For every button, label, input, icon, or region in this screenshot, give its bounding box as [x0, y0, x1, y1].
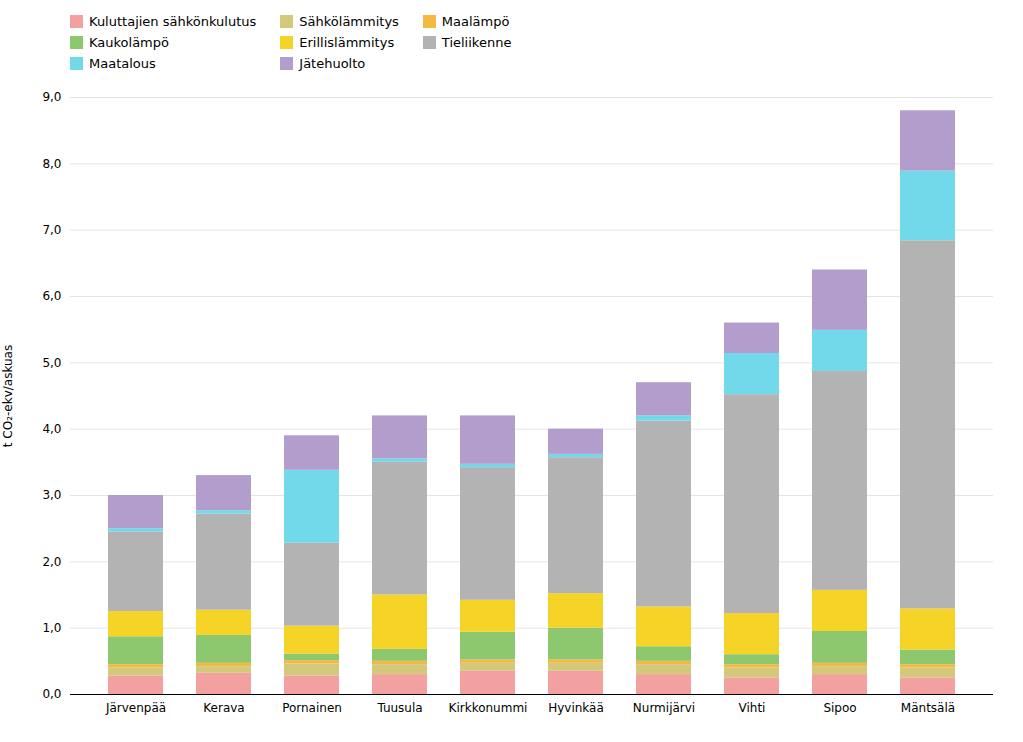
svg-text:1,0: 1,0 [42, 621, 61, 635]
html-text:Sähkölämmitys: Sähkölämmitys [299, 14, 399, 29]
html-text:Kaukolämpö: Kaukolämpö [89, 35, 169, 50]
svg-text:9,0: 9,0 [42, 90, 61, 104]
html-text:Erillislämmitys: Erillislämmitys [299, 35, 395, 50]
svg-text:t CO₂-ekv/askuas: t CO₂-ekv/askuas [1, 345, 15, 447]
svg-text:2,0: 2,0 [42, 555, 61, 569]
html-text:Maalämpö: Maalämpö [441, 14, 510, 29]
svg-text:Kerava: Kerava [203, 701, 244, 715]
svg-text:0,0: 0,0 [42, 687, 61, 701]
html-text:Jätehuolto: Jätehuolto [299, 56, 366, 71]
html-text:Kuluttajien sähkönkulutus: Kuluttajien sähkönkulutus [89, 14, 257, 29]
svg-text:Hyvinkää: Hyvinkää [548, 701, 604, 715]
svg-text:4,0: 4,0 [42, 422, 61, 436]
svg-text:6,0: 6,0 [42, 289, 61, 303]
svg-text:Tuusula: Tuusula [376, 701, 422, 715]
svg-text:Vihti: Vihti [739, 701, 766, 715]
svg-text:Pornainen: Pornainen [282, 701, 342, 715]
svg-text:3,0: 3,0 [42, 488, 61, 502]
svg-text:7,0: 7,0 [42, 223, 61, 237]
svg-text:8,0: 8,0 [42, 157, 61, 171]
html-text:Maatalous: Maatalous [89, 56, 156, 71]
svg-text:5,0: 5,0 [42, 356, 61, 370]
svg-text:Järvenpää: Järvenpää [105, 701, 166, 715]
svg-text:Kirkkonummi: Kirkkonummi [449, 701, 528, 715]
svg-text:Mäntsälä: Mäntsälä [901, 701, 955, 715]
html-text:Tieliikenne: Tieliikenne [441, 35, 512, 50]
svg-text:Sipoo: Sipoo [823, 701, 856, 715]
svg-text:Nurmijärvi: Nurmijärvi [633, 701, 695, 715]
